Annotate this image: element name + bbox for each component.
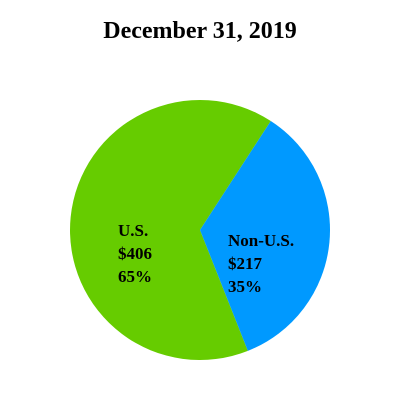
pie-slice-non-us — [200, 120, 331, 351]
pie-slice-us — [70, 100, 271, 361]
slice-percent-non-us: 35% — [228, 277, 262, 296]
slices-layer — [70, 100, 331, 361]
slice-percent-us: 65% — [118, 267, 152, 286]
slice-value-non-us: $217 — [228, 254, 263, 273]
labels-layer: U.S. $406 65% Non-U.S. $217 35% — [118, 221, 294, 296]
chart-title: December 31, 2019 — [103, 18, 297, 44]
slice-label-non-us: Non-U.S. — [228, 231, 294, 250]
slice-label-us: U.S. — [118, 221, 148, 240]
slice-value-us: $406 — [118, 244, 152, 263]
